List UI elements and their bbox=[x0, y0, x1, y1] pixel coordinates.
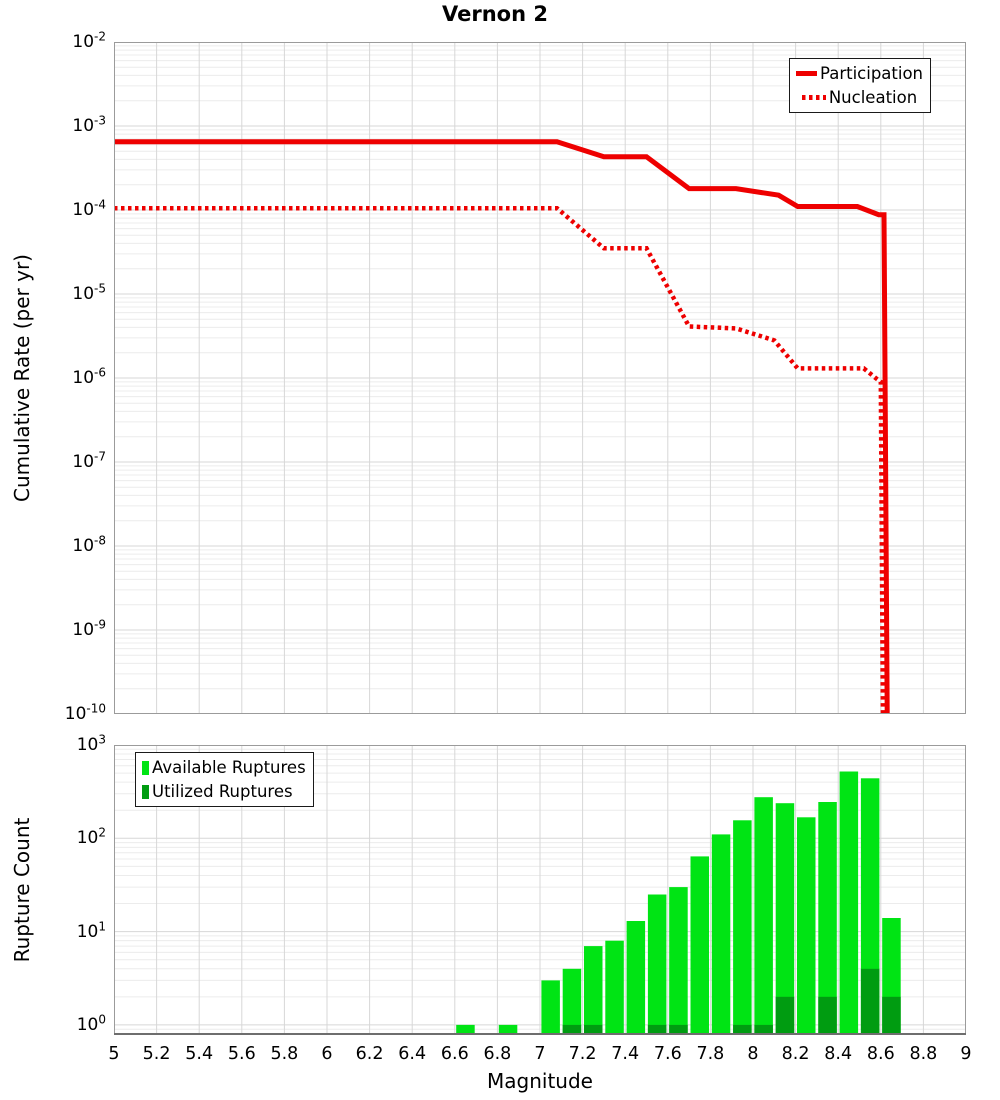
bar bbox=[647, 1024, 667, 1035]
legend-item-utilized: Utilized Ruptures bbox=[142, 782, 306, 801]
legend-item-participation: Participation bbox=[796, 64, 923, 83]
available-ruptures-swatch bbox=[142, 760, 149, 775]
available-ruptures-bars bbox=[456, 771, 901, 1035]
bar bbox=[860, 968, 880, 1035]
bar bbox=[456, 1024, 475, 1035]
x-tick-label: 7.4 bbox=[611, 1044, 640, 1064]
legend-label-participation: Participation bbox=[820, 64, 924, 83]
y-tick-label: 10-7 bbox=[72, 449, 106, 472]
legend-label-utilized: Utilized Ruptures bbox=[152, 782, 293, 801]
bar bbox=[541, 980, 560, 1035]
y-tick-label: 101 bbox=[76, 918, 106, 942]
y-tick-label: 10-2 bbox=[72, 29, 106, 52]
participation-line-swatch bbox=[796, 71, 817, 76]
bar bbox=[733, 1024, 752, 1035]
bar bbox=[733, 820, 752, 1035]
chart-title: Vernon 2 bbox=[442, 2, 548, 26]
bar bbox=[605, 940, 624, 1035]
nucleation-line bbox=[114, 205, 886, 714]
y-tick-label: 10-5 bbox=[72, 281, 106, 304]
bar bbox=[562, 968, 582, 1035]
x-tick-label: 5.8 bbox=[270, 1044, 299, 1064]
y-tick-label: 103 bbox=[76, 732, 106, 755]
plot-border bbox=[114, 42, 966, 714]
x-tick-label: 9 bbox=[960, 1044, 972, 1064]
x-tick-label: 6.8 bbox=[483, 1044, 512, 1064]
x-tick-label: 8.6 bbox=[866, 1044, 895, 1064]
x-tick-label: 8.2 bbox=[781, 1044, 810, 1064]
y-tick-label: 102 bbox=[76, 825, 106, 849]
bar bbox=[669, 887, 688, 1035]
legend-item-nucleation: Nucleation bbox=[796, 88, 923, 107]
legend-item-available: Available Ruptures bbox=[142, 758, 306, 777]
x-tick-label: 7.8 bbox=[696, 1044, 725, 1064]
bar bbox=[584, 1024, 603, 1035]
y-tick-label: 10-9 bbox=[72, 617, 106, 640]
bar bbox=[775, 996, 795, 1035]
x-tick-label: 8.4 bbox=[824, 1044, 853, 1064]
utilized-ruptures-swatch bbox=[142, 784, 149, 799]
y-tick-label: 100 bbox=[76, 1012, 106, 1035]
x-tick-label: 7.2 bbox=[568, 1044, 597, 1064]
x-tick-label: 5.4 bbox=[185, 1044, 214, 1064]
bar bbox=[818, 996, 837, 1035]
bar bbox=[647, 894, 667, 1035]
cumulative-rate-plot bbox=[114, 42, 966, 714]
x-tick-label: 7.6 bbox=[653, 1044, 682, 1064]
legend-rate-plot: Participation Nucleation bbox=[789, 58, 932, 113]
y-axis-title-top: Cumulative Rate (per yr) bbox=[10, 254, 34, 502]
legend-count-plot: Available Ruptures Utilized Ruptures bbox=[135, 752, 314, 807]
bar bbox=[754, 1024, 773, 1035]
y-tick-label: 10-10 bbox=[64, 701, 106, 724]
gridlines bbox=[114, 42, 966, 714]
bar bbox=[839, 771, 859, 1035]
x-tick-label: 7 bbox=[534, 1044, 546, 1064]
bar bbox=[669, 1024, 688, 1035]
x-tick-label: 6 bbox=[321, 1044, 333, 1064]
bar bbox=[690, 856, 709, 1035]
y-axis-title-bottom: Rupture Count bbox=[10, 817, 34, 963]
x-tick-label: 8.8 bbox=[909, 1044, 938, 1064]
bar bbox=[754, 797, 773, 1035]
bar bbox=[562, 1024, 582, 1035]
bar bbox=[818, 802, 837, 1035]
x-tick-label: 5.6 bbox=[227, 1044, 256, 1064]
x-axis-title: Magnitude bbox=[487, 1069, 593, 1093]
x-tick-label: 5.2 bbox=[142, 1044, 171, 1064]
nucleation-line-swatch bbox=[801, 95, 826, 100]
bar bbox=[711, 834, 731, 1035]
y-tick-label: 10-8 bbox=[72, 533, 106, 556]
participation-line bbox=[114, 139, 890, 714]
x-tick-label: 5 bbox=[108, 1044, 120, 1064]
legend-label-nucleation: Nucleation bbox=[828, 88, 918, 107]
x-tick-label: 6.2 bbox=[355, 1044, 384, 1064]
x-tick-label: 8 bbox=[747, 1044, 759, 1064]
bar bbox=[626, 921, 646, 1035]
x-tick-label: 6.6 bbox=[440, 1044, 469, 1064]
legend-label-available: Available Ruptures bbox=[152, 758, 306, 777]
y-tick-label: 10-4 bbox=[72, 197, 106, 220]
bar bbox=[882, 996, 901, 1035]
bar bbox=[797, 817, 816, 1035]
utilized-ruptures-bars bbox=[562, 968, 901, 1035]
bar bbox=[584, 946, 603, 1035]
bar bbox=[498, 1024, 518, 1035]
y-tick-label: 10-6 bbox=[72, 365, 106, 388]
bar bbox=[775, 803, 795, 1035]
x-tick-label: 6.4 bbox=[398, 1044, 427, 1064]
y-tick-label: 10-3 bbox=[72, 113, 106, 136]
